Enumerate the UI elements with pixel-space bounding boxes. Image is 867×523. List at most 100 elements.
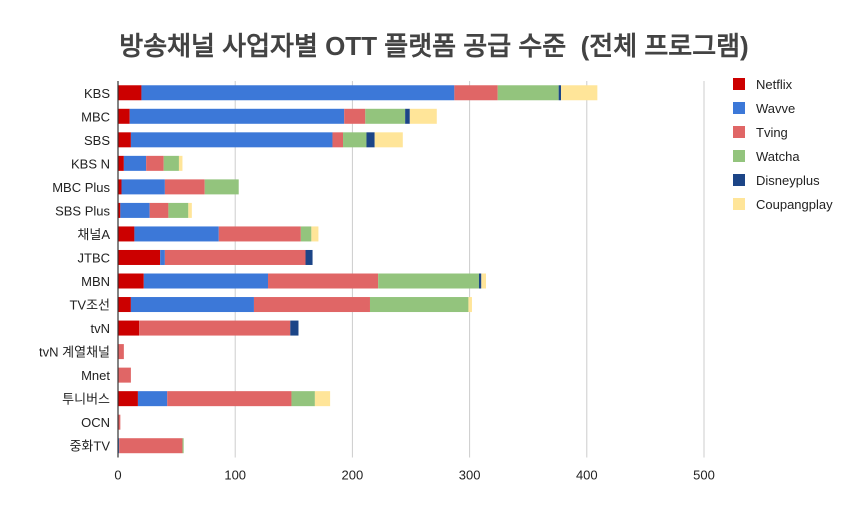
bar-segment-coupangplay xyxy=(314,391,331,407)
bar-segment-wavve xyxy=(130,132,333,148)
x-tick-label: 100 xyxy=(224,467,246,482)
bar-segment-watcha xyxy=(163,155,179,171)
bar-segment-wavve xyxy=(123,155,147,171)
bar-segment-coupangplay xyxy=(481,273,487,289)
legend-swatch-netflix xyxy=(733,78,745,90)
category-label: tvN xyxy=(91,321,111,336)
legend-swatch-disneyplus xyxy=(733,174,745,186)
bar-segment-coupangplay xyxy=(409,108,437,124)
category-label: TV조선 xyxy=(69,298,110,313)
bar-segment-netflix xyxy=(118,226,135,242)
legend: Netflix Wavve Tving Watcha Disneyplus Coupang… xyxy=(733,77,833,212)
bar-segment-netflix xyxy=(118,132,131,148)
bar-segment-watcha xyxy=(204,179,239,195)
bar-segment-tving xyxy=(146,155,164,171)
bar-segment-tving xyxy=(167,391,292,407)
bar-segment-tving xyxy=(118,414,121,430)
bar-segment-netflix xyxy=(118,85,142,101)
bar-segment-disneyplus xyxy=(405,108,410,124)
category-label: 투니버스 xyxy=(62,392,110,407)
bar-segment-tving xyxy=(332,132,344,148)
bar-segment-tving xyxy=(118,367,131,383)
legend-label-coupangplay: Coupangplay xyxy=(756,197,833,212)
bar-segment-wavve xyxy=(121,179,165,195)
bar-segment-netflix xyxy=(118,391,138,407)
x-tick-label: 500 xyxy=(693,467,715,482)
bar-segment-wavve xyxy=(120,202,150,218)
bar-segment-wavve xyxy=(141,85,455,101)
category-labels: KBS MBC SBS KBS N MBC Plus SBS Plus 채널A JTBC MBN… xyxy=(39,86,110,454)
bar-segment-tving xyxy=(344,108,366,124)
bar-segment-coupangplay xyxy=(561,85,598,101)
legend-label-tving: Tving xyxy=(756,125,788,140)
category-label: KBS xyxy=(84,86,110,101)
bar-segment-netflix xyxy=(118,297,131,313)
chart-title: 방송채널 사업자별 OTT 플랫폼 공급 수준 (전체 프로그램) xyxy=(119,31,748,61)
bar-segment-coupangplay xyxy=(311,226,319,242)
x-tick-label: 0 xyxy=(114,467,121,482)
bar-segment-tving xyxy=(164,179,205,195)
bar-segment-watcha xyxy=(497,85,559,101)
bar-segment-watcha xyxy=(378,273,479,289)
bar-segment-netflix xyxy=(118,179,122,195)
legend-swatch-watcha xyxy=(733,150,745,162)
bar-segment-netflix xyxy=(118,249,161,265)
category-label: 채널A xyxy=(77,227,110,242)
category-label: Mnet xyxy=(81,368,110,383)
category-label: JTBC xyxy=(78,250,111,265)
bars xyxy=(118,85,598,454)
bar-segment-disneyplus xyxy=(478,273,482,289)
bar-segment-tving xyxy=(119,438,183,454)
bar-segment-netflix xyxy=(118,320,140,336)
bar-segment-disneyplus xyxy=(366,132,375,148)
bar-segment-tving xyxy=(253,297,370,313)
bar-segment-netflix xyxy=(118,202,121,218)
bar-segment-disneyplus xyxy=(305,249,313,265)
bar-segment-watcha xyxy=(168,202,189,218)
category-label: OCN xyxy=(81,415,110,430)
category-label: 중화TV xyxy=(69,439,110,454)
bar-segment-wavve xyxy=(134,226,219,242)
category-label: SBS Plus xyxy=(55,203,110,218)
bar-segment-wavve xyxy=(137,391,168,407)
category-label: SBS xyxy=(84,133,110,148)
x-tick-labels: 0 100 200 300 400 500 xyxy=(114,467,714,482)
bar-segment-wavve xyxy=(160,249,165,265)
legend-swatch-wavve xyxy=(733,102,745,114)
category-label: MBC Plus xyxy=(52,180,110,195)
bar-segment-tving xyxy=(218,226,301,242)
bar-segment-disneyplus xyxy=(558,85,562,101)
bar-segment-coupangplay xyxy=(178,155,183,171)
category-label: MBN xyxy=(81,274,110,289)
category-label: MBC xyxy=(81,109,110,124)
bar-segment-watcha xyxy=(291,391,315,407)
bar-segment-wavve xyxy=(130,297,254,313)
bar-segment-tving xyxy=(149,202,169,218)
x-tick-label: 400 xyxy=(576,467,598,482)
legend-label-disneyplus: Disneyplus xyxy=(756,173,820,188)
bar-segment-watcha xyxy=(343,132,367,148)
bar-segment-coupangplay xyxy=(468,297,472,313)
bar-segment-watcha xyxy=(300,226,312,242)
bar-segment-wavve xyxy=(143,273,269,289)
bar-segment-netflix xyxy=(118,273,144,289)
bar-segment-netflix xyxy=(118,155,124,171)
bar-segment-coupangplay xyxy=(188,202,192,218)
x-tick-label: 200 xyxy=(342,467,364,482)
bar-segment-tving xyxy=(118,344,124,360)
bar-segment-coupangplay xyxy=(374,132,403,148)
legend-swatch-coupangplay xyxy=(733,198,745,210)
bar-segment-tving xyxy=(454,85,498,101)
bar-segment-watcha xyxy=(365,108,406,124)
legend-label-wavve: Wavve xyxy=(756,101,795,116)
bar-segment-tving xyxy=(139,320,291,336)
x-tick-label: 300 xyxy=(459,467,481,482)
bar-segment-watcha xyxy=(182,438,184,454)
legend-label-netflix: Netflix xyxy=(756,77,793,92)
bar-segment-tving xyxy=(164,249,306,265)
category-label: KBS N xyxy=(71,156,110,171)
bar-segment-disneyplus xyxy=(290,320,299,336)
legend-label-watcha: Watcha xyxy=(756,149,800,164)
bar-segment-netflix xyxy=(118,108,130,124)
